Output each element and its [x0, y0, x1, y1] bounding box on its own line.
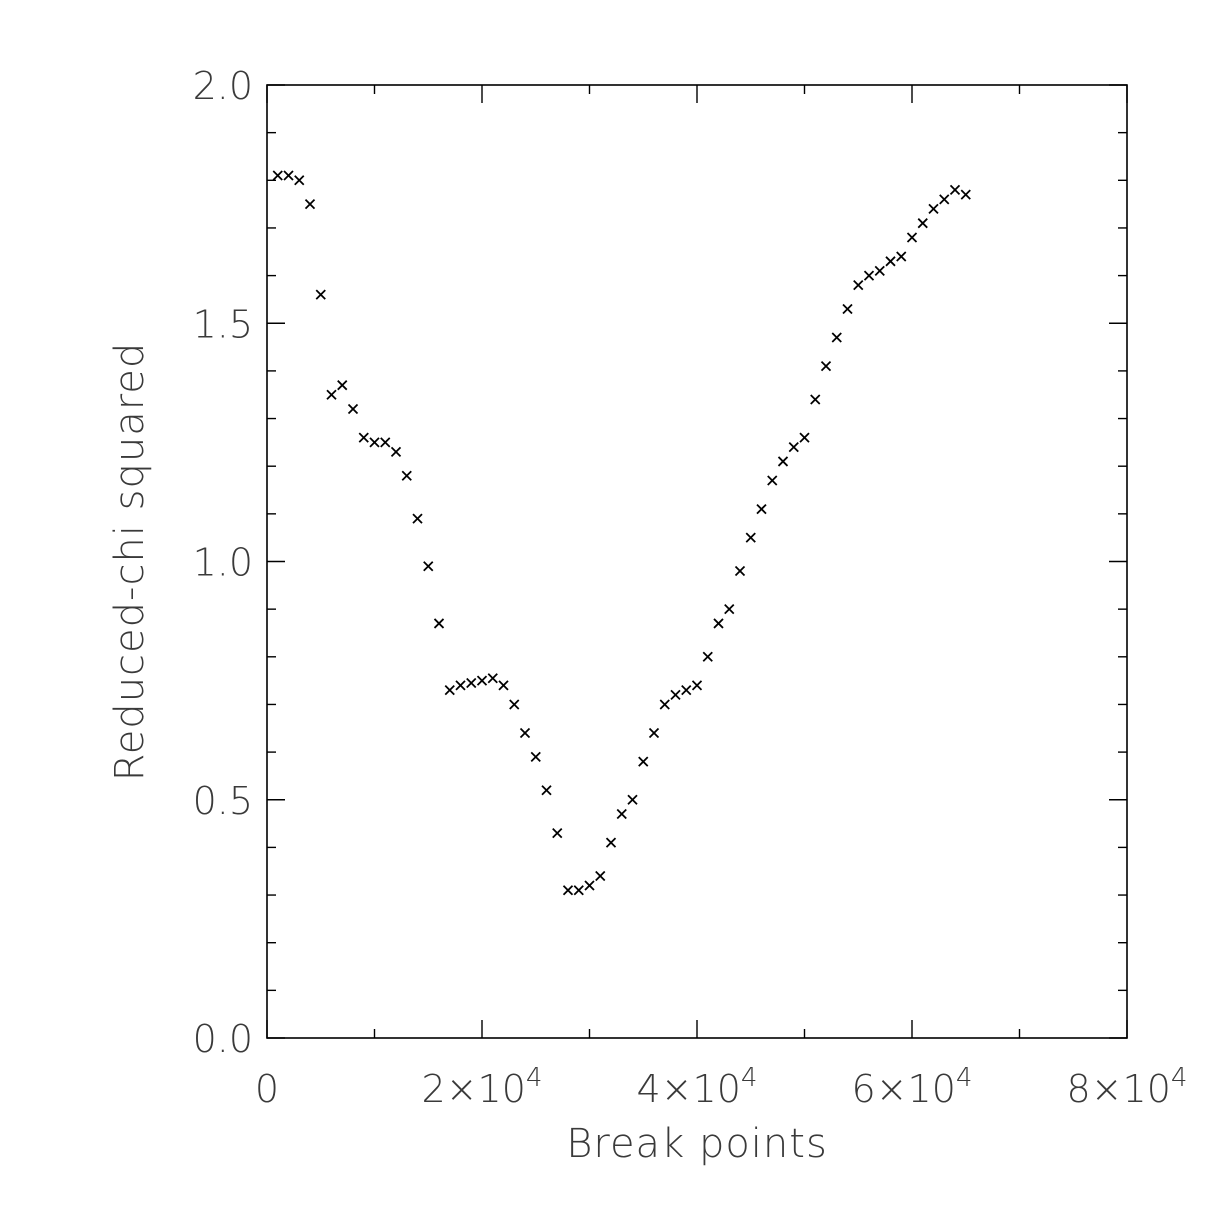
data-point: [724, 604, 735, 615]
data-point: [605, 837, 617, 848]
data-point: [788, 442, 799, 453]
data-point: [433, 618, 445, 629]
x-tick-label-exponent: 4: [956, 1063, 973, 1093]
data-point: [369, 437, 380, 448]
data-point: [767, 475, 778, 486]
data-point: [810, 394, 821, 405]
data-points: [272, 170, 971, 896]
data-point: [713, 618, 724, 629]
x-tick-label: 0: [255, 1067, 279, 1111]
data-point: [358, 432, 369, 443]
data-point: [444, 685, 455, 696]
data-point: [799, 432, 810, 443]
data-point: [455, 680, 466, 691]
y-tick-labels: 0.0 0.5 1.0 1.5 2.0: [193, 64, 253, 1061]
data-point: [326, 389, 337, 400]
y-axis-title: Reduced-chi squared: [107, 342, 153, 782]
data-point: [659, 699, 670, 710]
data-point: [530, 751, 541, 763]
data-point: [691, 680, 703, 691]
y-tick-label: 1.0: [193, 541, 253, 585]
x-tick-label-exponent: 4: [1171, 1063, 1188, 1093]
data-point: [702, 651, 713, 662]
data-point: [670, 689, 681, 701]
data-point: [853, 279, 864, 291]
data-point: [745, 532, 756, 543]
data-point: [638, 756, 649, 767]
data-point: [498, 680, 509, 691]
y-tick-label: 0.0: [193, 1017, 253, 1061]
data-point: [734, 565, 746, 577]
x-tick-label-base: 6×10: [852, 1067, 956, 1111]
data-point: [552, 827, 563, 839]
data-point: [842, 303, 853, 315]
x-tick-label-base: 2×10: [422, 1067, 526, 1111]
y-tick-label: 2.0: [193, 64, 253, 108]
plot-frame: [266, 84, 1128, 1039]
x-tick-label-base: 4×10: [637, 1067, 741, 1111]
data-point: [863, 270, 875, 281]
x-tick-label: 6×104: [852, 1063, 973, 1111]
data-point: [412, 513, 423, 524]
data-point: [466, 677, 477, 689]
data-point: [917, 218, 928, 229]
data-point: [294, 175, 305, 186]
data-point: [283, 170, 294, 181]
data-point: [756, 503, 767, 515]
y-tick-label: 1.5: [193, 302, 253, 346]
data-point: [595, 870, 606, 882]
data-point: [347, 403, 359, 415]
x-tick-label-base: 8×10: [1067, 1067, 1171, 1111]
data-point: [562, 885, 574, 896]
data-point: [337, 380, 348, 391]
data-point: [820, 360, 832, 372]
x-tick-labels: 0 2×104 4×104 6×104 8×104: [255, 1063, 1188, 1111]
data-point: [390, 446, 402, 458]
data-point: [616, 808, 627, 820]
data-point: [906, 232, 918, 243]
data-point: [681, 685, 692, 696]
data-point: [519, 727, 531, 739]
x-tick-label-exponent: 4: [526, 1063, 543, 1093]
x-tick-label-exponent: 4: [741, 1063, 758, 1093]
data-point: [627, 794, 638, 805]
data-point: [423, 561, 434, 572]
data-point: [476, 675, 488, 686]
data-point: [960, 189, 971, 200]
data-point: [896, 251, 907, 262]
data-point: [584, 880, 595, 891]
x-tick-label: 8×104: [1067, 1063, 1188, 1111]
x-tick-label: 4×104: [637, 1063, 758, 1111]
data-point: [648, 727, 660, 739]
data-point: [939, 194, 950, 205]
data-point: [509, 699, 520, 710]
y-tick-label: 0.5: [193, 779, 253, 823]
data-point: [272, 170, 283, 181]
data-point: [315, 289, 326, 300]
data-point: [874, 265, 885, 276]
data-point: [928, 203, 939, 215]
data-point: [573, 885, 584, 896]
data-point: [380, 437, 391, 448]
data-point: [401, 470, 412, 481]
x-axis-title: Break points: [566, 1121, 828, 1167]
x-tick-label: 2×104: [422, 1063, 543, 1111]
data-point: [487, 673, 498, 684]
data-point: [304, 198, 316, 210]
x-tick-label-base: 0: [255, 1067, 279, 1111]
data-point: [949, 184, 961, 195]
data-point: [541, 785, 552, 796]
data-point: [885, 256, 896, 267]
data-point: [831, 332, 842, 343]
data-point: [777, 456, 789, 467]
